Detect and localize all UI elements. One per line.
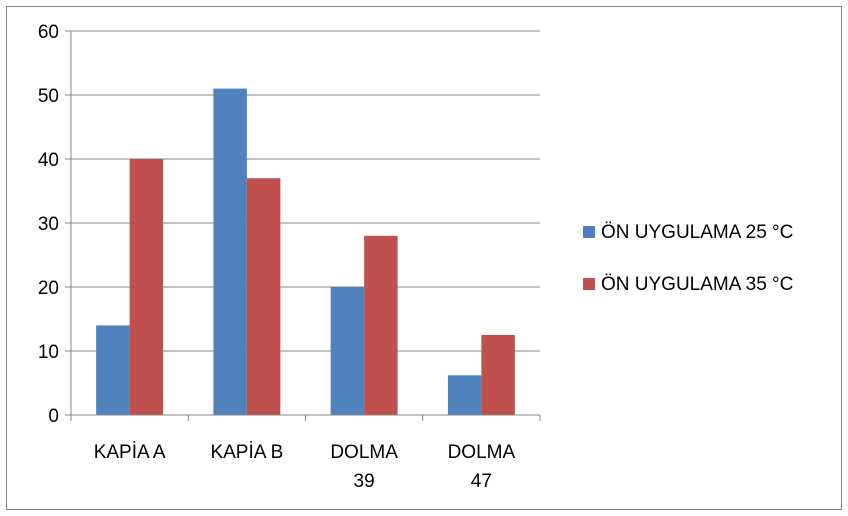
bar-series-2 xyxy=(129,159,164,415)
y-tick-label: 0 xyxy=(48,406,59,427)
x-tick-label: 39 xyxy=(354,471,375,492)
bar-series-1 xyxy=(213,88,247,415)
bars xyxy=(96,88,515,415)
bar-series-1 xyxy=(447,375,482,415)
y-tick-label: 30 xyxy=(38,214,59,235)
bar-series-1 xyxy=(96,325,130,415)
x-tick-label: KAPİA B xyxy=(210,442,283,463)
y-tick-label: 60 xyxy=(38,22,59,43)
legend-swatch xyxy=(583,278,595,290)
y-tick-labels: 0 10 20 30 40 50 60 xyxy=(38,22,59,427)
x-tick-label: DOLMA xyxy=(448,442,516,463)
legend: ÖN UYGULAMA 25 °C ÖN UYGULAMA 35 °C xyxy=(583,222,793,295)
x-tick-label: KAPİA A xyxy=(94,442,166,463)
bar-series-2 xyxy=(481,335,515,415)
bar-series-2 xyxy=(246,178,281,415)
legend-label: ÖN UYGULAMA 25 °C xyxy=(601,222,793,243)
legend-label: ÖN UYGULAMA 35 °C xyxy=(601,274,793,295)
x-tick-label: DOLMA xyxy=(330,442,398,463)
bar-series-1 xyxy=(330,287,365,415)
x-tick-labels: KAPİA A KAPİA B DOLMA 39 DOLMA 47 xyxy=(94,442,516,492)
axes xyxy=(65,30,541,421)
bar-series-2 xyxy=(364,235,398,415)
legend-swatch xyxy=(583,226,595,238)
x-tick-label: 47 xyxy=(471,471,492,492)
y-tick-label: 50 xyxy=(38,86,59,107)
y-tick-label: 10 xyxy=(38,342,59,363)
y-tick-label: 20 xyxy=(38,278,59,299)
y-tick-label: 40 xyxy=(38,150,59,171)
